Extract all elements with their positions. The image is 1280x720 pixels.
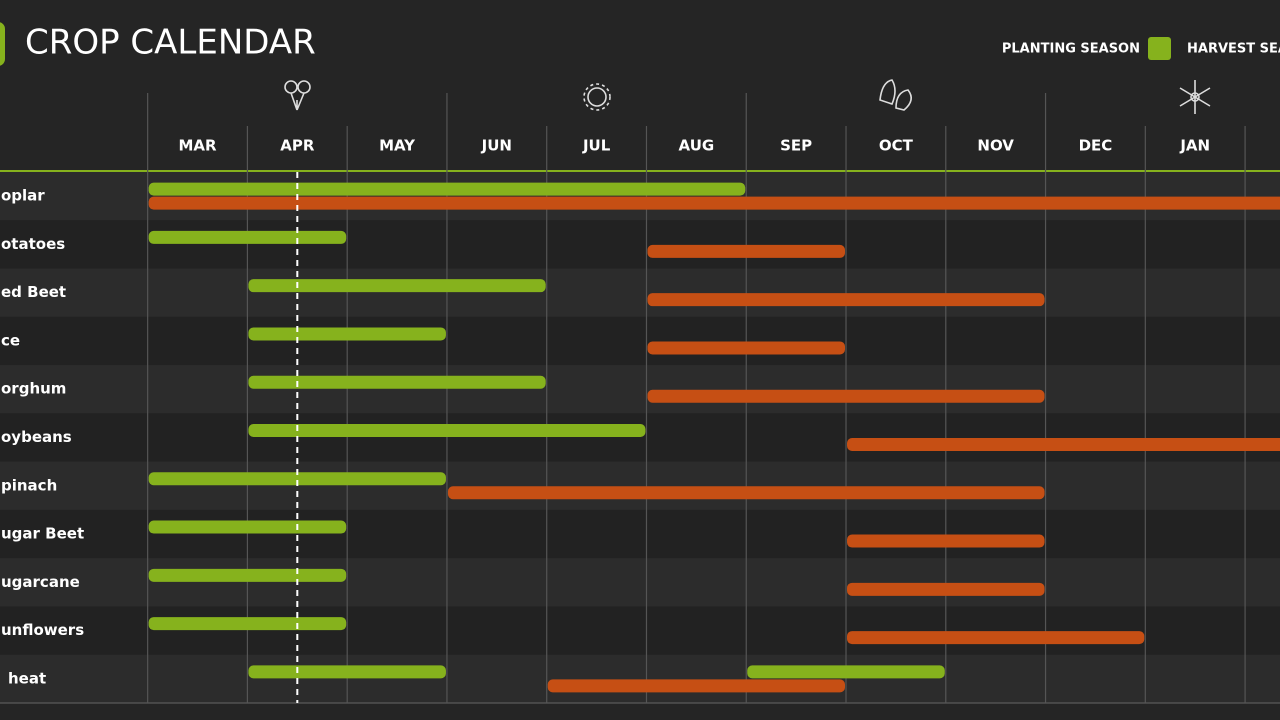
row-band bbox=[0, 461, 1280, 510]
row-backgrounds bbox=[0, 172, 1280, 703]
row-label: oplar bbox=[1, 187, 45, 205]
x-tick-label: JUL bbox=[582, 137, 611, 155]
x-tick-label: MAR bbox=[178, 137, 217, 155]
legend-label: PLANTING SEASON bbox=[1002, 42, 1140, 57]
row-label: ed Beet bbox=[1, 283, 66, 301]
x-tick-label: APR bbox=[280, 137, 315, 155]
row-label: ce bbox=[1, 331, 20, 349]
legend-label: HARVEST SEA bbox=[1187, 42, 1280, 57]
planting-bar bbox=[148, 472, 446, 486]
row-band bbox=[0, 558, 1280, 607]
harvest-bar bbox=[447, 486, 1045, 500]
title-badge bbox=[0, 22, 5, 66]
planting-bar bbox=[248, 665, 446, 679]
row-label: ugarcane bbox=[1, 573, 80, 591]
chart-title: CROP CALENDAR bbox=[25, 23, 316, 63]
x-tick-label: DEC bbox=[1079, 137, 1113, 155]
row-label: ugar Beet bbox=[1, 525, 84, 543]
planting-bar bbox=[148, 182, 746, 196]
planting-bar bbox=[248, 375, 546, 389]
row-band bbox=[0, 606, 1280, 655]
planting-bar bbox=[248, 424, 646, 437]
harvest-bar bbox=[547, 679, 846, 693]
row-label: heat bbox=[8, 669, 46, 687]
planting-bar bbox=[148, 617, 347, 631]
row-band bbox=[0, 365, 1280, 414]
row-band bbox=[0, 654, 1280, 703]
row-label: otatoes bbox=[1, 235, 65, 253]
x-tick-label: JAN bbox=[1179, 137, 1210, 155]
harvest-bar bbox=[148, 196, 1280, 210]
harvest-bar bbox=[647, 244, 846, 258]
autumn-icon bbox=[879, 79, 912, 111]
harvest-bar bbox=[647, 341, 846, 355]
row-band bbox=[0, 220, 1280, 269]
spring-icon bbox=[284, 80, 311, 111]
row-label: orghum bbox=[1, 380, 66, 398]
harvest-bar bbox=[647, 389, 1045, 403]
row-band bbox=[0, 509, 1280, 559]
harvest-bar bbox=[847, 582, 1045, 596]
row-label: unflowers bbox=[1, 621, 84, 639]
planting-bar bbox=[148, 568, 347, 582]
row-band bbox=[0, 268, 1280, 317]
planting-bar bbox=[248, 279, 546, 293]
harvest-bar bbox=[847, 631, 1145, 645]
row-label: oybeans bbox=[1, 428, 72, 446]
x-tick-label: NOV bbox=[977, 137, 1014, 155]
harvest-bar bbox=[847, 438, 1280, 451]
harvest-bar bbox=[847, 534, 1045, 548]
row-band bbox=[0, 316, 1280, 366]
legend-swatch bbox=[1148, 37, 1171, 60]
x-tick-label: AUG bbox=[679, 137, 715, 155]
row-band bbox=[0, 172, 1280, 221]
x-tick-label: JUN bbox=[481, 137, 512, 155]
row-label: pinach bbox=[1, 476, 57, 494]
x-tick-label: MAY bbox=[379, 137, 416, 155]
planting-bar bbox=[248, 327, 446, 341]
x-tick-label: SEP bbox=[780, 137, 812, 155]
planting-bar bbox=[747, 665, 945, 679]
summer-icon bbox=[583, 83, 611, 111]
winter-icon bbox=[1179, 80, 1211, 114]
x-tick-label: OCT bbox=[879, 137, 914, 155]
planting-bar bbox=[148, 520, 347, 534]
harvest-bar bbox=[647, 293, 1045, 307]
row-band bbox=[0, 413, 1280, 462]
planting-bar bbox=[148, 230, 347, 244]
